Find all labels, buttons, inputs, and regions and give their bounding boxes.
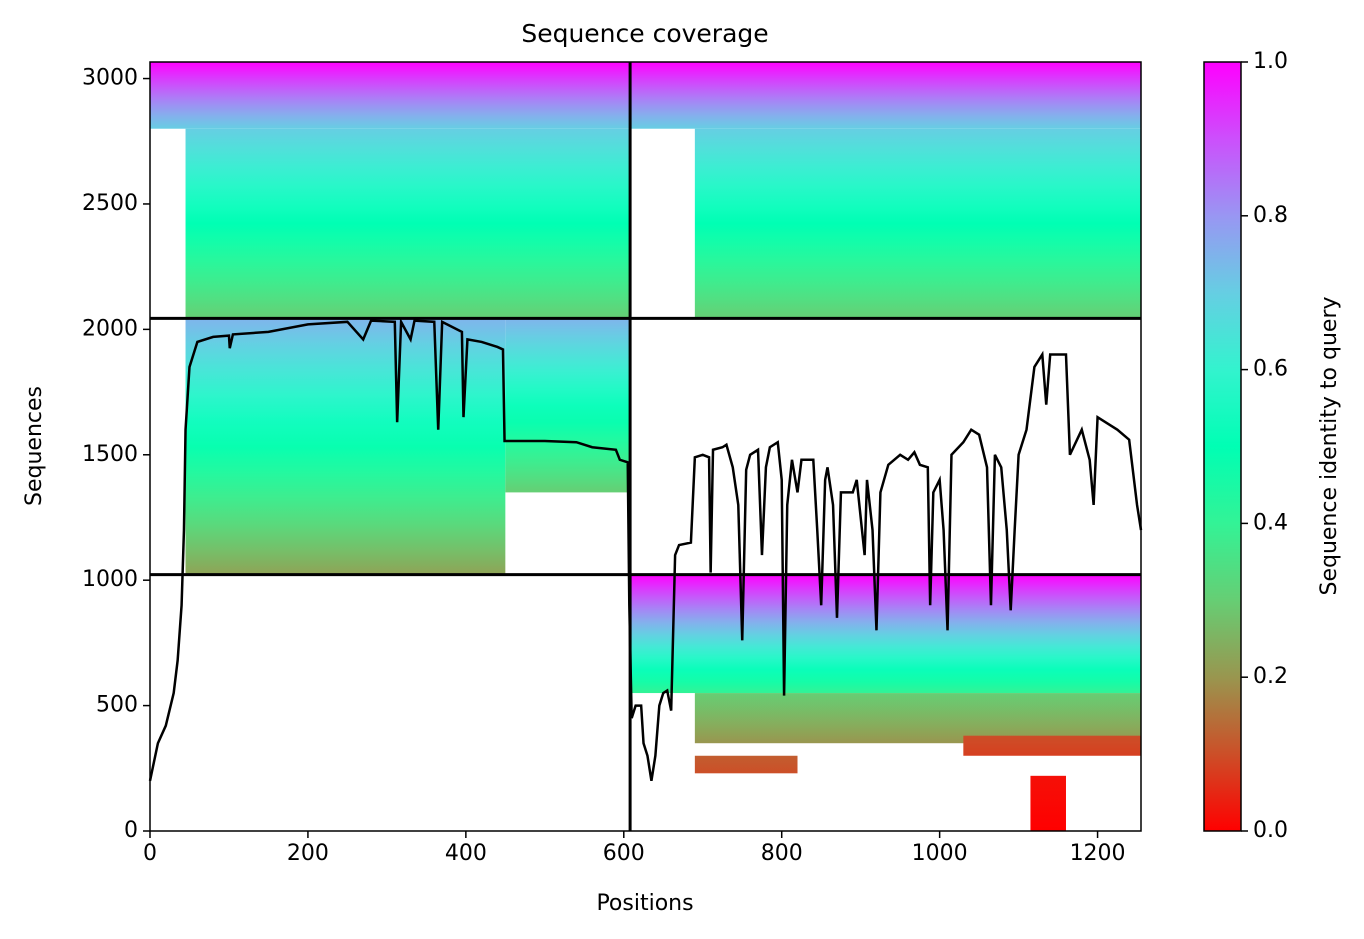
colorbar-tick-label: 0.4 — [1253, 510, 1288, 535]
coverage-block — [630, 574, 1141, 694]
x-tick-label: 0 — [143, 841, 157, 866]
coverage-block — [1030, 775, 1066, 831]
x-tick-label: 400 — [445, 841, 487, 866]
y-axis-label: Sequences — [22, 386, 47, 506]
y-tick-label: 2500 — [82, 191, 138, 216]
coverage-block — [630, 62, 1141, 129]
x-tick-label: 200 — [287, 841, 329, 866]
colorbar-label: Sequence identity to query — [1317, 296, 1342, 595]
coverage-block — [694, 128, 1141, 319]
x-tick-label: 600 — [603, 841, 645, 866]
x-tick-label: 1000 — [912, 841, 968, 866]
y-tick-label: 3000 — [82, 66, 138, 91]
coverage-block — [963, 735, 1141, 756]
coverage-block — [150, 62, 631, 129]
colorbar-tick-label: 1.0 — [1253, 49, 1288, 74]
coverage-block — [694, 693, 1141, 744]
y-tick-label: 1000 — [82, 567, 138, 592]
coverage-block — [505, 318, 631, 493]
coverage-block — [185, 128, 631, 319]
y-tick-label: 500 — [96, 693, 138, 718]
plot-frame — [149, 61, 1142, 832]
x-axis-label: Positions — [596, 891, 693, 916]
colorbar-tick-label: 0.2 — [1253, 664, 1288, 689]
y-tick-label: 1500 — [82, 442, 138, 467]
colorbar-tick-label: 0.6 — [1253, 357, 1288, 382]
coverage-line — [148, 317, 1143, 782]
y-tick-label: 2000 — [82, 316, 138, 341]
y-tick-label: 0 — [124, 818, 138, 843]
colorbar — [1203, 61, 1242, 832]
coverage-block — [185, 318, 506, 575]
coverage-block — [694, 755, 798, 774]
colorbar-tick-label: 0.8 — [1253, 203, 1288, 228]
x-tick-label: 800 — [761, 841, 803, 866]
colorbar-tick-label: 0.0 — [1253, 818, 1288, 843]
chart-title: Sequence coverage — [521, 19, 768, 48]
x-tick-label: 1200 — [1070, 841, 1126, 866]
